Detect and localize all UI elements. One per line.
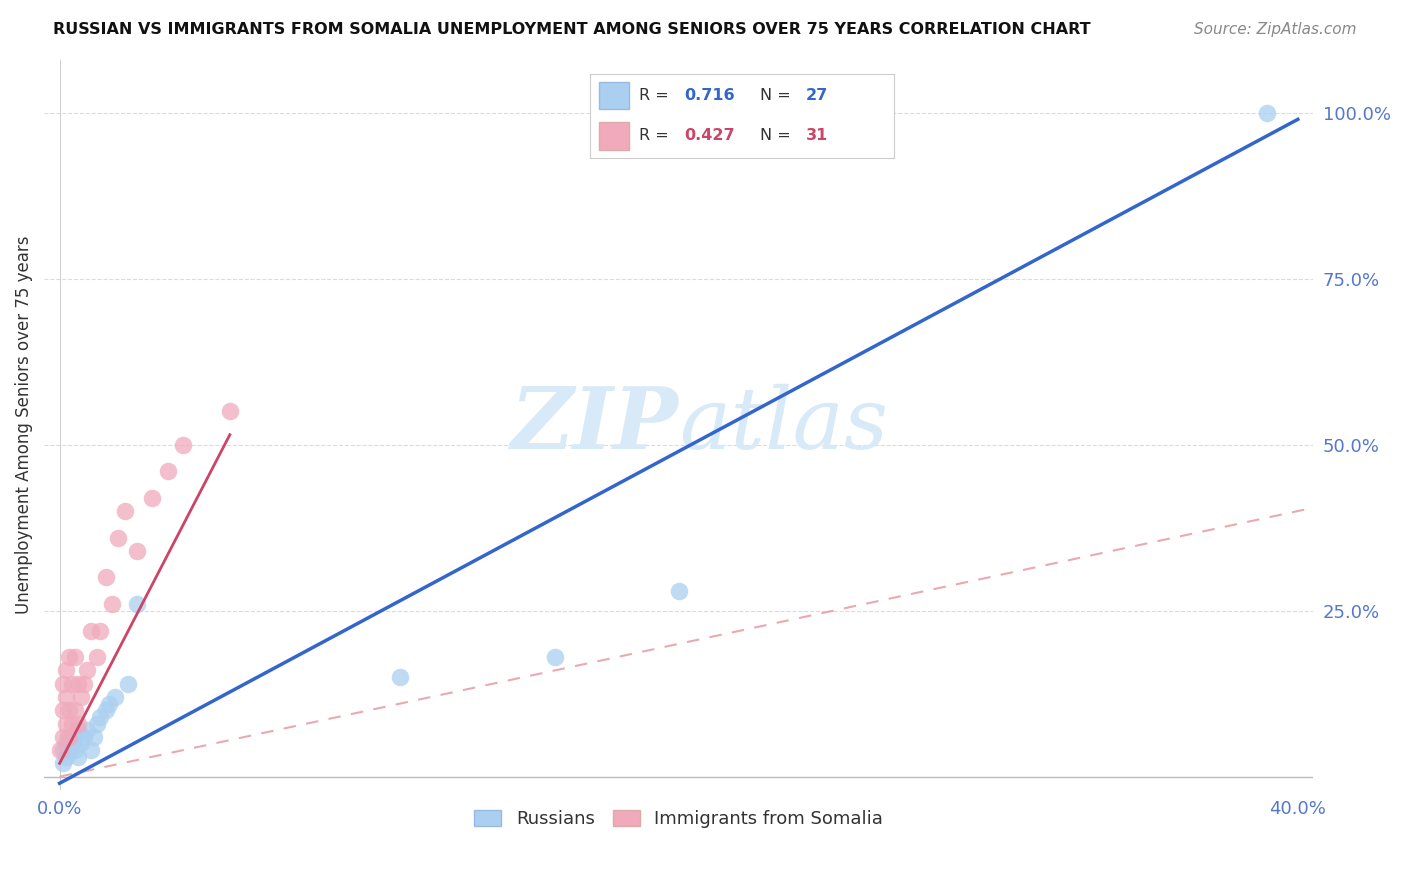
Point: [156, 464, 179, 478]
Point: [79, 624, 101, 638]
Y-axis label: Unemployment Among Seniors over 75 years: Unemployment Among Seniors over 75 years: [15, 235, 32, 614]
Point: [67, 676, 90, 690]
Point: [55, 736, 77, 750]
Point: [125, 597, 148, 611]
Point: [218, 404, 240, 418]
Point: [86, 650, 108, 665]
Point: [107, 531, 129, 545]
Point: [55, 716, 77, 731]
Point: [58, 730, 80, 744]
Point: [48, 743, 70, 757]
Point: [104, 690, 127, 704]
Point: [58, 650, 80, 665]
Point: [55, 664, 77, 678]
Point: [67, 723, 90, 738]
Point: [70, 690, 93, 704]
Point: [63, 730, 86, 744]
Point: [73, 730, 96, 744]
Point: [544, 650, 567, 665]
Point: [60, 736, 83, 750]
Text: atlas: atlas: [679, 384, 887, 467]
Point: [101, 597, 124, 611]
Point: [60, 716, 83, 731]
Text: ZIP: ZIP: [510, 383, 679, 467]
Point: [79, 743, 101, 757]
Point: [141, 491, 163, 505]
Point: [58, 730, 80, 744]
Point: [114, 504, 136, 518]
Point: [86, 716, 108, 731]
Text: RUSSIAN VS IMMIGRANTS FROM SOMALIA UNEMPLOYMENT AMONG SENIORS OVER 75 YEARS CORR: RUSSIAN VS IMMIGRANTS FROM SOMALIA UNEMP…: [53, 22, 1091, 37]
Point: [52, 676, 75, 690]
Point: [73, 676, 96, 690]
Point: [89, 710, 111, 724]
Text: Source: ZipAtlas.com: Source: ZipAtlas.com: [1194, 22, 1357, 37]
Point: [52, 756, 75, 771]
Point: [52, 743, 75, 757]
Point: [55, 690, 77, 704]
Point: [172, 438, 194, 452]
Point: [60, 676, 83, 690]
Point: [58, 703, 80, 717]
Point: [98, 697, 121, 711]
Point: [67, 716, 90, 731]
Point: [55, 749, 77, 764]
Point: [76, 723, 98, 738]
Point: [94, 570, 117, 584]
Point: [58, 743, 80, 757]
Point: [125, 544, 148, 558]
Point: [389, 670, 412, 684]
Point: [94, 703, 117, 717]
Point: [63, 703, 86, 717]
Point: [67, 749, 90, 764]
Legend: Russians, Immigrants from Somalia: Russians, Immigrants from Somalia: [467, 803, 890, 836]
Point: [52, 703, 75, 717]
Point: [52, 730, 75, 744]
Point: [70, 736, 93, 750]
Point: [1256, 105, 1278, 120]
Point: [63, 650, 86, 665]
Point: [117, 676, 139, 690]
Point: [76, 664, 98, 678]
Point: [83, 730, 105, 744]
Point: [63, 743, 86, 757]
Point: [89, 624, 111, 638]
Point: [668, 583, 690, 598]
